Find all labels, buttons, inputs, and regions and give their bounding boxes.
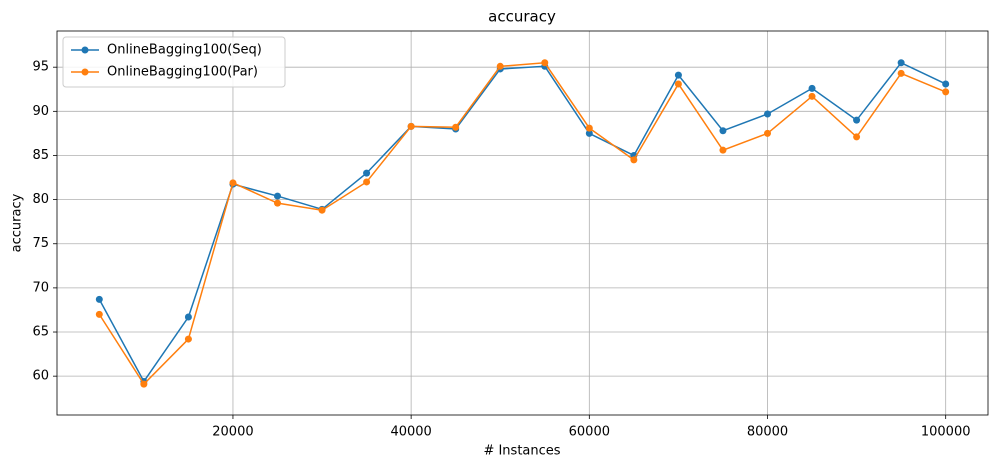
- y-tick-label: 90: [32, 104, 49, 119]
- data-point: [585, 124, 593, 132]
- x-tick-label: 60000: [569, 425, 610, 440]
- data-point: [853, 133, 861, 141]
- y-tick-label: 80: [32, 192, 49, 207]
- legend-marker: [81, 68, 89, 76]
- data-point: [184, 335, 192, 343]
- legend-label: OnlineBagging100(Par): [107, 65, 258, 80]
- data-point: [363, 178, 371, 186]
- y-axis-label: accuracy: [10, 193, 25, 252]
- data-point: [274, 199, 281, 207]
- data-point: [318, 206, 326, 214]
- y-tick-label: 75: [32, 236, 49, 251]
- plot-frame: [56, 30, 989, 416]
- data-point: [719, 127, 727, 135]
- y-tick-label: 85: [32, 148, 49, 163]
- y-tick-label: 70: [32, 280, 49, 295]
- data-point: [363, 169, 371, 177]
- data-point: [897, 59, 905, 67]
- data-point: [674, 80, 682, 88]
- legend-box: [62, 36, 286, 88]
- data-point: [496, 62, 504, 70]
- data-point: [452, 123, 460, 131]
- x-tick-label: 40000: [390, 425, 431, 440]
- data-point: [630, 156, 638, 164]
- data-point: [407, 122, 415, 130]
- data-point: [674, 71, 682, 79]
- data-point: [541, 59, 549, 67]
- data-point: [140, 380, 148, 388]
- data-point: [95, 310, 103, 318]
- data-point: [942, 80, 950, 88]
- data-point: [95, 295, 103, 303]
- data-point: [808, 84, 816, 92]
- legend-marker: [81, 46, 89, 54]
- data-point: [942, 88, 950, 96]
- legend-label: OnlineBagging100(Seq): [107, 43, 262, 58]
- data-point: [764, 129, 771, 137]
- series-line: [98, 61, 946, 386]
- chart-title: accuracy: [488, 8, 556, 26]
- data-point: [808, 92, 816, 100]
- x-tick-label: 80000: [747, 425, 788, 440]
- data-point: [853, 116, 861, 124]
- data-point: [229, 179, 237, 187]
- x-tick-label: 20000: [212, 425, 253, 440]
- data-point: [719, 146, 727, 154]
- data-point: [764, 110, 771, 118]
- y-tick-label: 95: [32, 60, 49, 75]
- data-point: [274, 192, 281, 200]
- data-point: [897, 69, 905, 77]
- data-point: [585, 129, 593, 137]
- x-tick-label: 100000: [921, 425, 971, 440]
- y-tick-label: 60: [32, 369, 49, 384]
- data-point: [184, 313, 192, 321]
- x-axis-label: # Instances: [483, 444, 560, 459]
- y-tick-label: 65: [32, 325, 49, 340]
